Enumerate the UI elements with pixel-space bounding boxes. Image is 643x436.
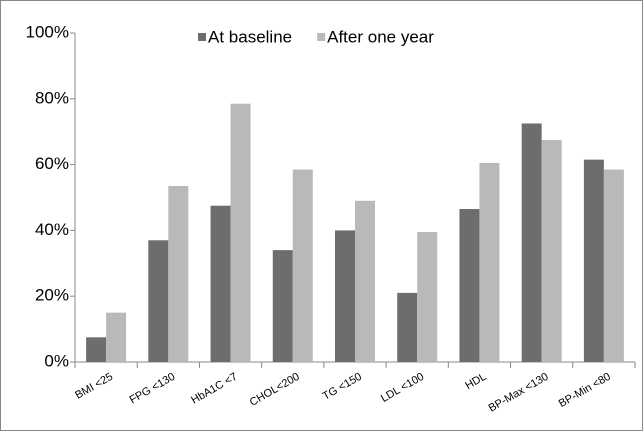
bar	[417, 232, 438, 362]
bar	[335, 230, 355, 362]
bar	[541, 139, 562, 362]
y-tick-label: 60%	[35, 154, 69, 173]
y-tick-label: 20%	[35, 286, 69, 305]
bar	[148, 240, 169, 362]
y-tick-label: 40%	[35, 220, 69, 239]
bar	[397, 292, 418, 362]
bar	[459, 209, 480, 362]
bar	[603, 169, 624, 362]
legend-swatch	[317, 33, 326, 41]
bar	[168, 185, 189, 362]
bar	[521, 123, 542, 362]
bar	[583, 159, 604, 362]
bar	[86, 337, 107, 362]
y-tick-label: 100%	[26, 22, 69, 41]
bar	[272, 250, 293, 362]
bar	[355, 200, 375, 362]
legend-label: After one year	[327, 27, 434, 46]
y-tick-label: 0%	[44, 351, 69, 370]
legend-label: At baseline	[208, 27, 292, 46]
bar	[479, 162, 500, 362]
bar	[230, 103, 251, 363]
legend-swatch	[198, 33, 206, 41]
bar	[106, 312, 127, 362]
bar	[210, 205, 231, 362]
bar	[292, 169, 313, 362]
y-tick-label: 80%	[35, 88, 69, 107]
